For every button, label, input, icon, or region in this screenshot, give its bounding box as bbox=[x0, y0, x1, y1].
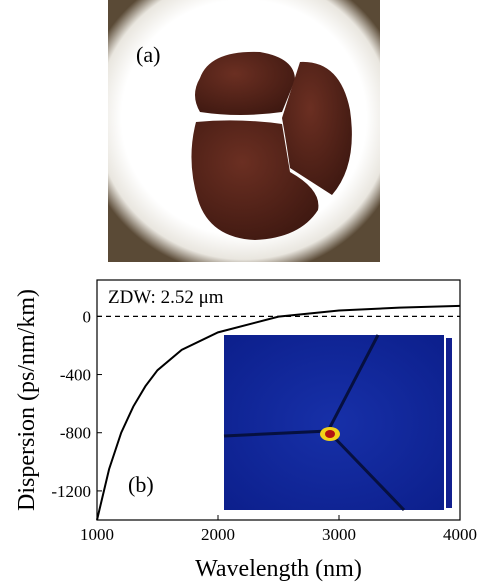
y-axis-label: Dispersion (ps/nm/km) bbox=[14, 289, 40, 511]
annotation: ZDW: 2.52 μm bbox=[108, 287, 224, 308]
y-tick-label: -1200 bbox=[51, 482, 91, 501]
dispersion-curve bbox=[96, 304, 461, 521]
x-tick-label: 3000 bbox=[322, 525, 356, 544]
x-axis-label: Wavelength (nm) bbox=[195, 556, 362, 582]
panel-label: (b) bbox=[128, 472, 154, 497]
y-tick-label: 0 bbox=[83, 307, 92, 326]
x-tick-label: 4000 bbox=[443, 525, 477, 544]
inset-mode-image bbox=[223, 334, 452, 512]
y-tick-label: -800 bbox=[60, 424, 91, 443]
plot-frame bbox=[96, 279, 461, 521]
y-tick-label: -400 bbox=[60, 366, 91, 385]
x-tick-label: 1000 bbox=[80, 525, 114, 544]
chart: 1000 2000 3000 4000 -1200 -800 -400 0 ZDW: 2.52 … bbox=[14, 279, 477, 582]
micrograph: (a) bbox=[108, 0, 380, 262]
panel-label: (a) bbox=[136, 42, 160, 67]
x-tick-label: 2000 bbox=[201, 525, 235, 544]
